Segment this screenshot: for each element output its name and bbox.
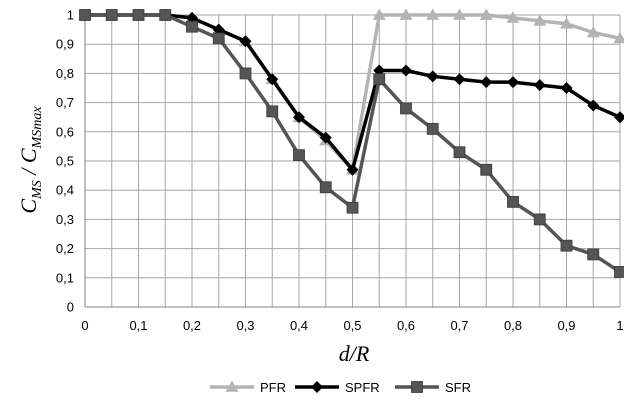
y-tick-label: 0,7 bbox=[56, 95, 74, 110]
x-tick-label: 0,4 bbox=[290, 318, 308, 333]
y-tick-label: 0,2 bbox=[56, 241, 74, 256]
y-tick-label: 0,5 bbox=[56, 154, 74, 169]
x-axis-title: d/R bbox=[339, 341, 370, 366]
data-point-spfr bbox=[507, 76, 519, 89]
y-axis-title-main: C bbox=[16, 199, 41, 214]
y-tick-label: 0,8 bbox=[56, 66, 74, 81]
data-point-spfr bbox=[560, 82, 573, 94]
y-axis-title-sub1: MS bbox=[30, 180, 45, 200]
data-point-sfr bbox=[159, 9, 172, 21]
data-point-sfr bbox=[266, 105, 279, 118]
data-point-spfr bbox=[266, 73, 279, 86]
data-point-sfr bbox=[319, 181, 332, 194]
x-tick-label: 0,8 bbox=[504, 318, 522, 333]
data-point-pfr bbox=[506, 11, 520, 23]
legend-item-pfr: PFR bbox=[210, 380, 286, 395]
y-tick-label: 1 bbox=[67, 8, 74, 23]
data-point-spfr bbox=[453, 73, 466, 86]
data-point-sfr bbox=[560, 239, 573, 252]
data-point-sfr bbox=[212, 32, 225, 45]
data-point-pfr bbox=[426, 8, 440, 20]
x-tick-label: 0,7 bbox=[450, 318, 468, 333]
x-tick-label: 0,2 bbox=[183, 318, 201, 333]
data-point-sfr bbox=[400, 102, 412, 115]
data-point-sfr bbox=[105, 9, 118, 21]
data-point-spfr bbox=[480, 76, 493, 89]
x-tick-label: 0,6 bbox=[397, 318, 415, 333]
data-point-pfr bbox=[533, 14, 547, 26]
data-point-sfr bbox=[373, 73, 386, 86]
legend-label-pfr: PFR bbox=[260, 380, 286, 395]
legend-item-spfr: SPFR bbox=[295, 380, 380, 395]
data-point-pfr bbox=[613, 31, 624, 44]
data-point-spfr bbox=[400, 64, 412, 77]
legend-marker-spfr bbox=[311, 381, 323, 393]
y-tick-label: 0,9 bbox=[56, 37, 74, 52]
data-point-pfr bbox=[479, 8, 493, 20]
data-point-spfr bbox=[293, 111, 305, 124]
data-point-spfr bbox=[319, 131, 332, 144]
series-pfr bbox=[78, 8, 624, 175]
x-tick-label: 0 bbox=[81, 318, 88, 333]
data-point-pfr bbox=[586, 26, 600, 38]
data-point-pfr bbox=[560, 17, 573, 29]
legend-label-sfr: SFR bbox=[445, 380, 471, 395]
data-point-sfr bbox=[507, 195, 519, 208]
data-point-pfr bbox=[399, 8, 413, 20]
axes bbox=[84, 15, 620, 308]
x-tick-label: 0,9 bbox=[557, 318, 575, 333]
legend-marker-pfr bbox=[225, 380, 239, 392]
data-point-sfr bbox=[614, 266, 624, 278]
x-tick-label: 0,3 bbox=[236, 318, 254, 333]
x-tick-labels: 0 0,1 0,2 0,3 0,4 0,5 0,6 0,7 0,8 0,9 1 bbox=[81, 318, 623, 333]
data-point-sfr bbox=[132, 9, 145, 21]
y-axis-title-sep: / C bbox=[16, 148, 41, 180]
y-tick-label: 0,6 bbox=[56, 124, 74, 139]
series-spfr bbox=[79, 9, 624, 176]
data-point-sfr bbox=[346, 201, 359, 214]
data-point-sfr bbox=[453, 146, 466, 159]
x-tick-label: 1 bbox=[616, 318, 623, 333]
data-point-spfr bbox=[533, 79, 546, 92]
data-point-sfr bbox=[587, 248, 600, 261]
y-axis-title-sub2: MSmax bbox=[30, 106, 45, 150]
data-point-sfr bbox=[79, 9, 91, 21]
data-point-sfr bbox=[186, 20, 198, 33]
data-point-sfr bbox=[239, 67, 252, 80]
y-tick-labels: 0 0,1 0,2 0,3 0,4 0,5 0,6 0,7 0,8 0,9 1 bbox=[56, 8, 74, 315]
legend-marker-sfr bbox=[411, 381, 423, 393]
data-point-spfr bbox=[587, 99, 600, 112]
data-point-pfr bbox=[453, 8, 466, 20]
series-layer bbox=[78, 8, 624, 278]
data-point-pfr bbox=[372, 8, 386, 20]
y-tick-label: 0,1 bbox=[56, 270, 74, 285]
data-point-spfr bbox=[346, 163, 359, 176]
legend: PFR SPFR SFR bbox=[210, 380, 471, 395]
data-point-sfr bbox=[293, 149, 305, 162]
data-point-sfr bbox=[533, 213, 546, 226]
y-axis-title: CMS / CMSmax bbox=[16, 106, 45, 214]
y-tick-label: 0,3 bbox=[56, 212, 74, 227]
y-tick-label: 0,4 bbox=[56, 183, 74, 198]
data-point-spfr bbox=[614, 111, 624, 124]
legend-item-sfr: SFR bbox=[395, 380, 471, 395]
data-point-sfr bbox=[426, 122, 439, 135]
series-sfr bbox=[79, 9, 624, 278]
y-tick-label: 0 bbox=[67, 300, 74, 315]
data-point-spfr bbox=[239, 35, 252, 48]
legend-label-spfr: SPFR bbox=[345, 380, 380, 395]
x-tick-label: 0,1 bbox=[129, 318, 147, 333]
data-point-spfr bbox=[426, 70, 439, 83]
x-tick-label: 0,5 bbox=[343, 318, 361, 333]
data-point-sfr bbox=[480, 163, 493, 176]
